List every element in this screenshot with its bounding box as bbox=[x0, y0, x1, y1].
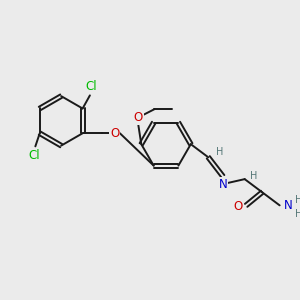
Text: N: N bbox=[218, 178, 227, 190]
Text: H: H bbox=[250, 171, 258, 181]
Text: O: O bbox=[233, 200, 243, 213]
Text: Cl: Cl bbox=[28, 149, 40, 162]
Text: O: O bbox=[134, 111, 143, 124]
Text: N: N bbox=[284, 199, 292, 212]
Text: H: H bbox=[295, 209, 300, 219]
Text: O: O bbox=[110, 127, 119, 140]
Text: H: H bbox=[216, 147, 223, 157]
Text: Cl: Cl bbox=[85, 80, 97, 93]
Text: H: H bbox=[295, 194, 300, 205]
